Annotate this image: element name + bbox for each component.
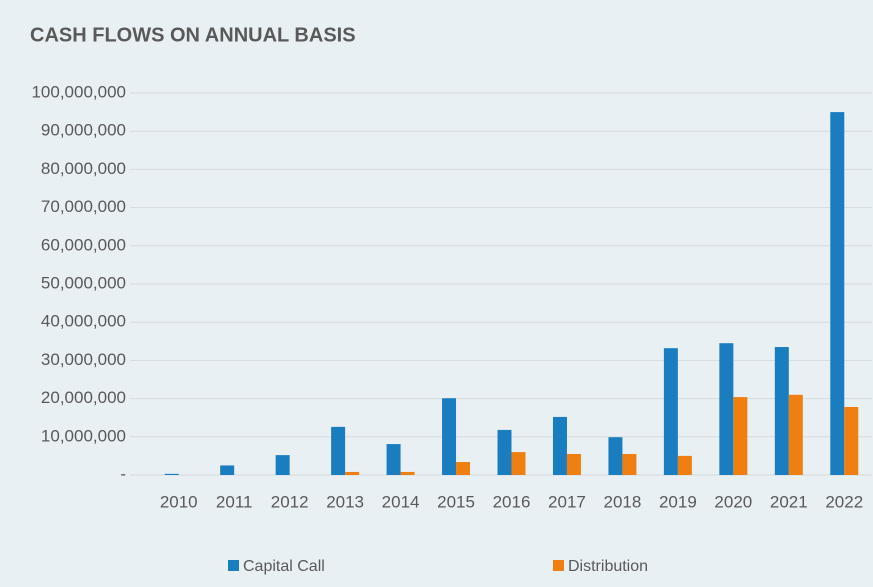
bar <box>552 416 567 475</box>
x-tick-label: 2010 <box>160 492 198 511</box>
bar <box>386 444 401 475</box>
x-tick-label: 2020 <box>714 492 752 511</box>
x-tick-label: 2013 <box>326 492 364 511</box>
bar <box>456 462 471 475</box>
bar <box>677 455 692 475</box>
bar <box>331 426 346 475</box>
legend-label: Capital Call <box>243 558 325 575</box>
bar <box>511 452 526 475</box>
bar <box>442 398 457 475</box>
bar <box>497 429 512 475</box>
bar <box>830 112 845 475</box>
x-tick-label: 2014 <box>382 492 420 511</box>
chart-title: CASH FLOWS ON ANNUAL BASIS <box>30 24 356 46</box>
y-tick-label: 100,000,000 <box>31 82 126 101</box>
y-tick-label: - <box>120 464 126 483</box>
y-tick-label: 10,000,000 <box>41 426 126 445</box>
x-tick-label: 2017 <box>548 492 586 511</box>
y-tick-label: 20,000,000 <box>41 388 126 407</box>
bar <box>220 465 235 475</box>
x-tick-label: 2011 <box>216 492 253 511</box>
x-tick-label: 2019 <box>659 492 697 511</box>
y-tick-label: 30,000,000 <box>41 350 126 369</box>
bar <box>788 394 803 475</box>
bar <box>608 437 623 475</box>
bar <box>774 347 789 475</box>
y-tick-label: 60,000,000 <box>41 235 126 254</box>
legend-label: Distribution <box>568 558 648 575</box>
x-tick-label: 2018 <box>604 492 642 511</box>
y-tick-label: 50,000,000 <box>41 273 126 292</box>
x-tick-label: 2021 <box>770 492 808 511</box>
y-tick-label: 80,000,000 <box>41 159 126 178</box>
x-tick-label: 2022 <box>825 492 863 511</box>
bar <box>400 471 415 475</box>
legend-swatch <box>228 560 239 571</box>
y-tick-label: 90,000,000 <box>41 121 126 140</box>
y-tick-label: 40,000,000 <box>41 312 126 331</box>
x-tick-label: 2015 <box>437 492 475 511</box>
y-tick-label: 70,000,000 <box>41 197 126 216</box>
bar <box>622 453 637 475</box>
bar <box>663 348 678 475</box>
bar <box>566 453 581 475</box>
bar <box>719 343 734 475</box>
bar <box>733 397 748 475</box>
x-tick-label: 2012 <box>271 492 309 511</box>
bar <box>275 455 290 475</box>
bar <box>345 471 360 475</box>
x-tick-label: 2016 <box>493 492 531 511</box>
legend-swatch <box>553 560 564 571</box>
bar <box>844 407 859 475</box>
bar <box>164 473 179 475</box>
